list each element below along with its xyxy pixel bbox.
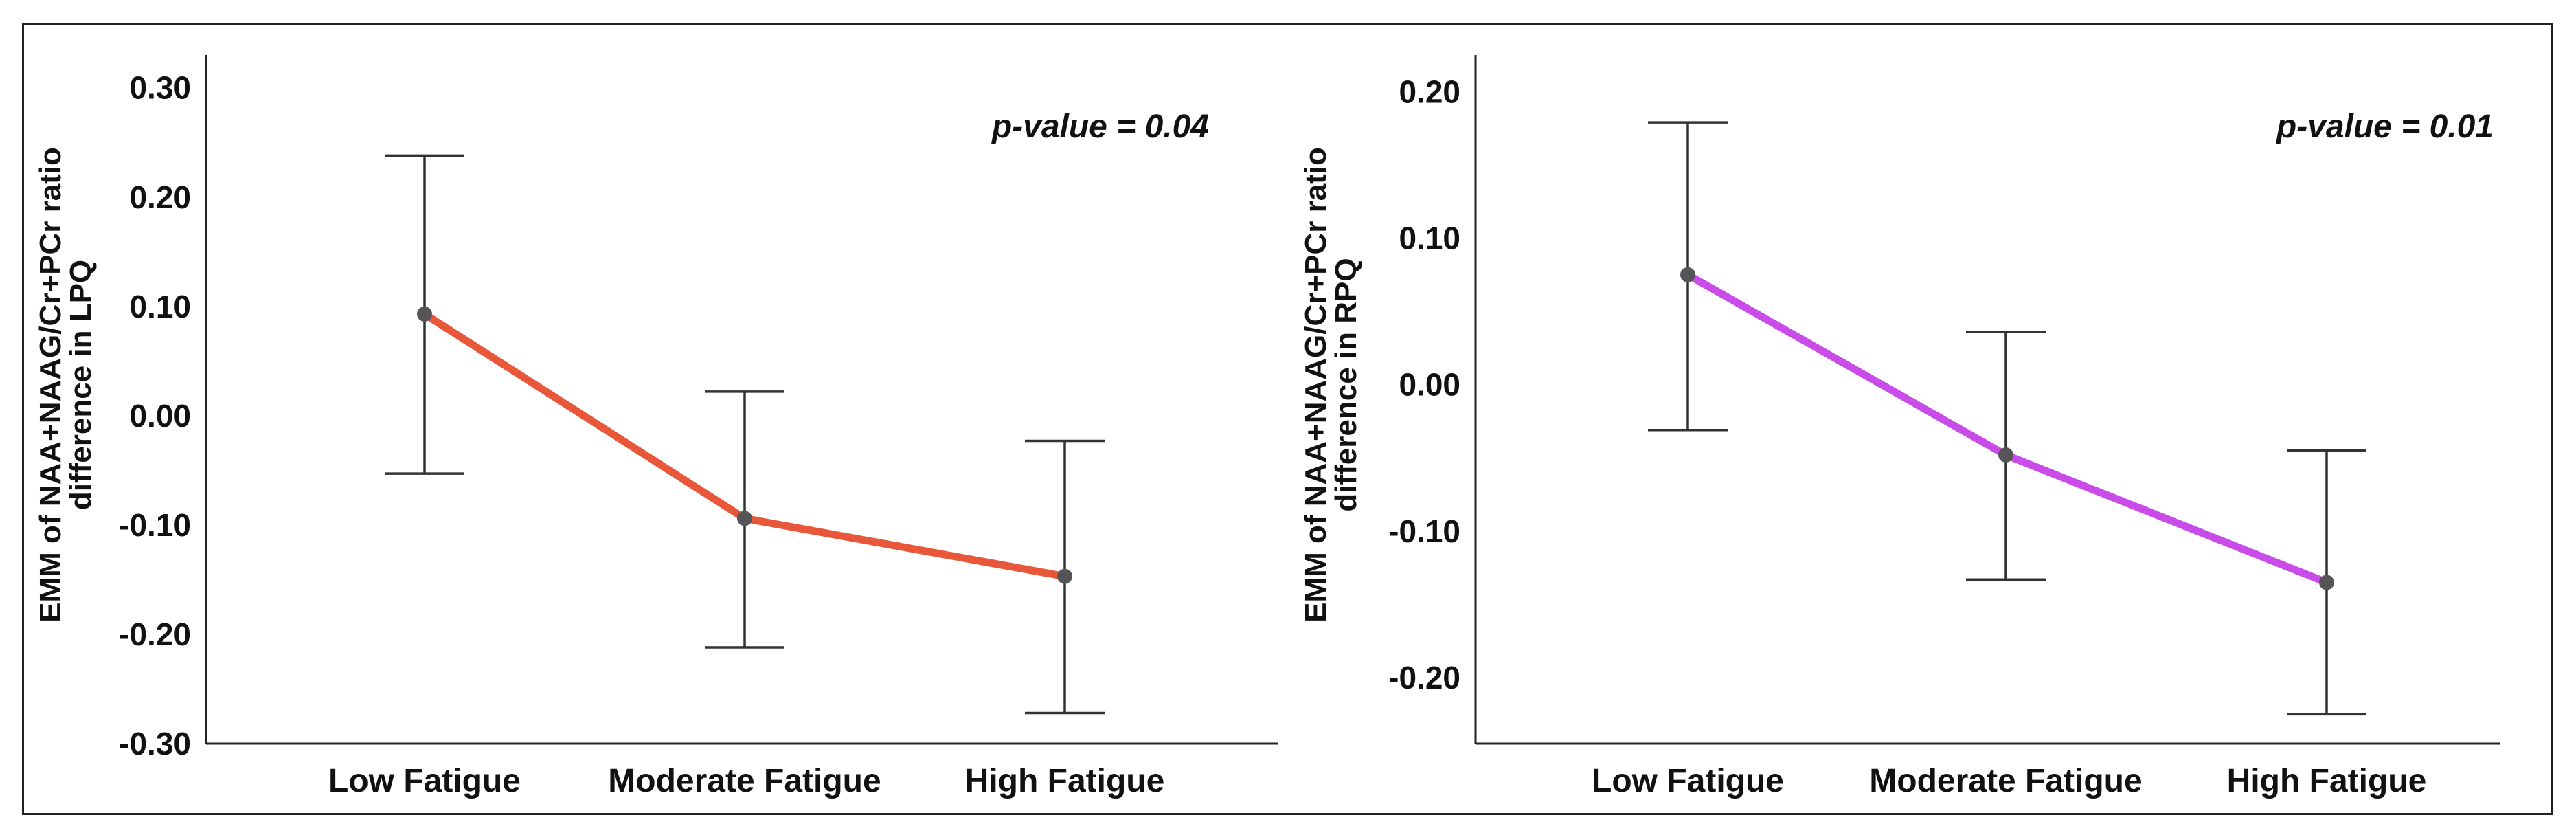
data-point: [417, 306, 432, 322]
data-point: [737, 511, 752, 526]
y-axis-title-line1: EMM of NAA+NAAG/Cr+PCr ratio: [34, 147, 67, 623]
y-tick-label: 0.00: [129, 398, 191, 434]
data-point: [2319, 575, 2334, 590]
y-axis-title-line2: difference in LPQ: [64, 260, 98, 510]
p-value-annotation: p-value = 0.01: [2275, 109, 2494, 145]
data-point: [1057, 568, 1072, 584]
y-tick-label: -0.20: [1388, 660, 1460, 695]
chart-panel-2: 0.20 0.10 0.00 -0.10 -0.20 EMM of NAA+NAAG/Cr…: [1299, 55, 2500, 799]
y-tick-label: -0.10: [119, 507, 191, 543]
y-tick-label: -0.10: [1388, 513, 1460, 549]
data-point: [1680, 267, 1695, 282]
y-tick-label: 0.20: [1399, 74, 1460, 109]
y-tick-label: 0.10: [129, 289, 191, 324]
p-value-annotation: p-value = 0.04: [991, 109, 1209, 145]
y-axis-title-line1: EMM of NAA+NAAG/Cr+PCr ratio: [1299, 147, 1333, 623]
x-category-label: Low Fatigue: [328, 763, 521, 799]
y-tick-label: -0.30: [119, 726, 191, 761]
y-tick-label: -0.20: [119, 616, 191, 652]
chart-panel-1: 0.30 0.20 0.10 0.00 -0.10 -0.20 -0.30 EMM of NA…: [34, 55, 1278, 799]
x-category-label: Low Fatigue: [1592, 763, 1784, 799]
y-tick-label: 0.00: [1399, 367, 1460, 403]
y-tick-label: 0.20: [129, 179, 191, 215]
x-category-label: Moderate Fatigue: [608, 763, 881, 799]
x-category-label: High Fatigue: [965, 763, 1165, 799]
y-tick-label: 0.30: [129, 70, 191, 106]
series-line: [1684, 271, 2331, 586]
y-tick-label: 0.10: [1399, 220, 1460, 256]
x-category-label: Moderate Fatigue: [1869, 763, 2142, 799]
y-axis-title-line2: difference in RPQ: [1329, 258, 1363, 511]
data-point: [1998, 447, 2013, 463]
x-category-label: High Fatigue: [2227, 763, 2427, 799]
